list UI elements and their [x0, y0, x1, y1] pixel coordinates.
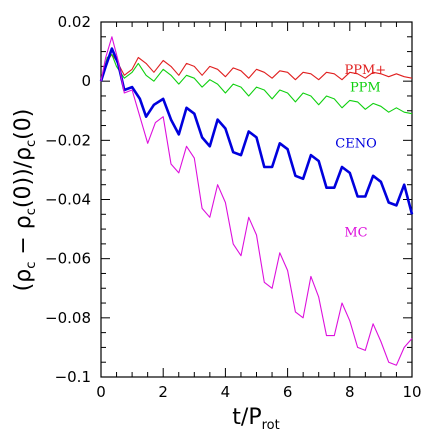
x-tick-label: 8 — [345, 383, 355, 401]
y-tick-label: −0.08 — [45, 309, 91, 327]
y-tick-label: −0.02 — [45, 131, 91, 149]
y-tick-label: 0 — [81, 72, 91, 90]
series-label-mc: MC — [344, 225, 367, 240]
x-axis-title: t/Prot — [232, 405, 279, 433]
series-lines — [99, 36, 414, 366]
series-line-ppm- — [100, 53, 413, 82]
series-line-ppm — [100, 53, 413, 115]
axis-tick-labels: 0 2 4 6 8 10 −0.1 −0.08 −0.06 −0.04 −0.02 0 0.02 — [45, 13, 422, 401]
series-label-ceno: CENO — [335, 137, 376, 152]
x-tick-label: 0 — [96, 383, 106, 401]
series-label-ppm-: PPM+ — [344, 63, 386, 78]
x-tick-label: 4 — [221, 383, 231, 401]
x-tick-label: 2 — [158, 383, 168, 401]
y-tick-label: 0.02 — [58, 13, 91, 31]
series-line-mc — [100, 36, 413, 366]
series-labels: PPM+ PPM CENO MC — [335, 63, 386, 241]
y-tick-label: −0.1 — [55, 368, 91, 386]
axis-ticks — [100, 21, 413, 378]
y-axis-title: (ρc − ρc(0))/ρc(0) — [11, 109, 39, 292]
y-tick-label: −0.06 — [45, 250, 91, 268]
series-label-ppm: PPM — [350, 81, 381, 96]
x-tick-label: 10 — [402, 383, 421, 401]
y-tick-label: −0.04 — [45, 191, 91, 209]
series-line-ceno — [99, 47, 414, 215]
x-tick-label: 6 — [283, 383, 293, 401]
